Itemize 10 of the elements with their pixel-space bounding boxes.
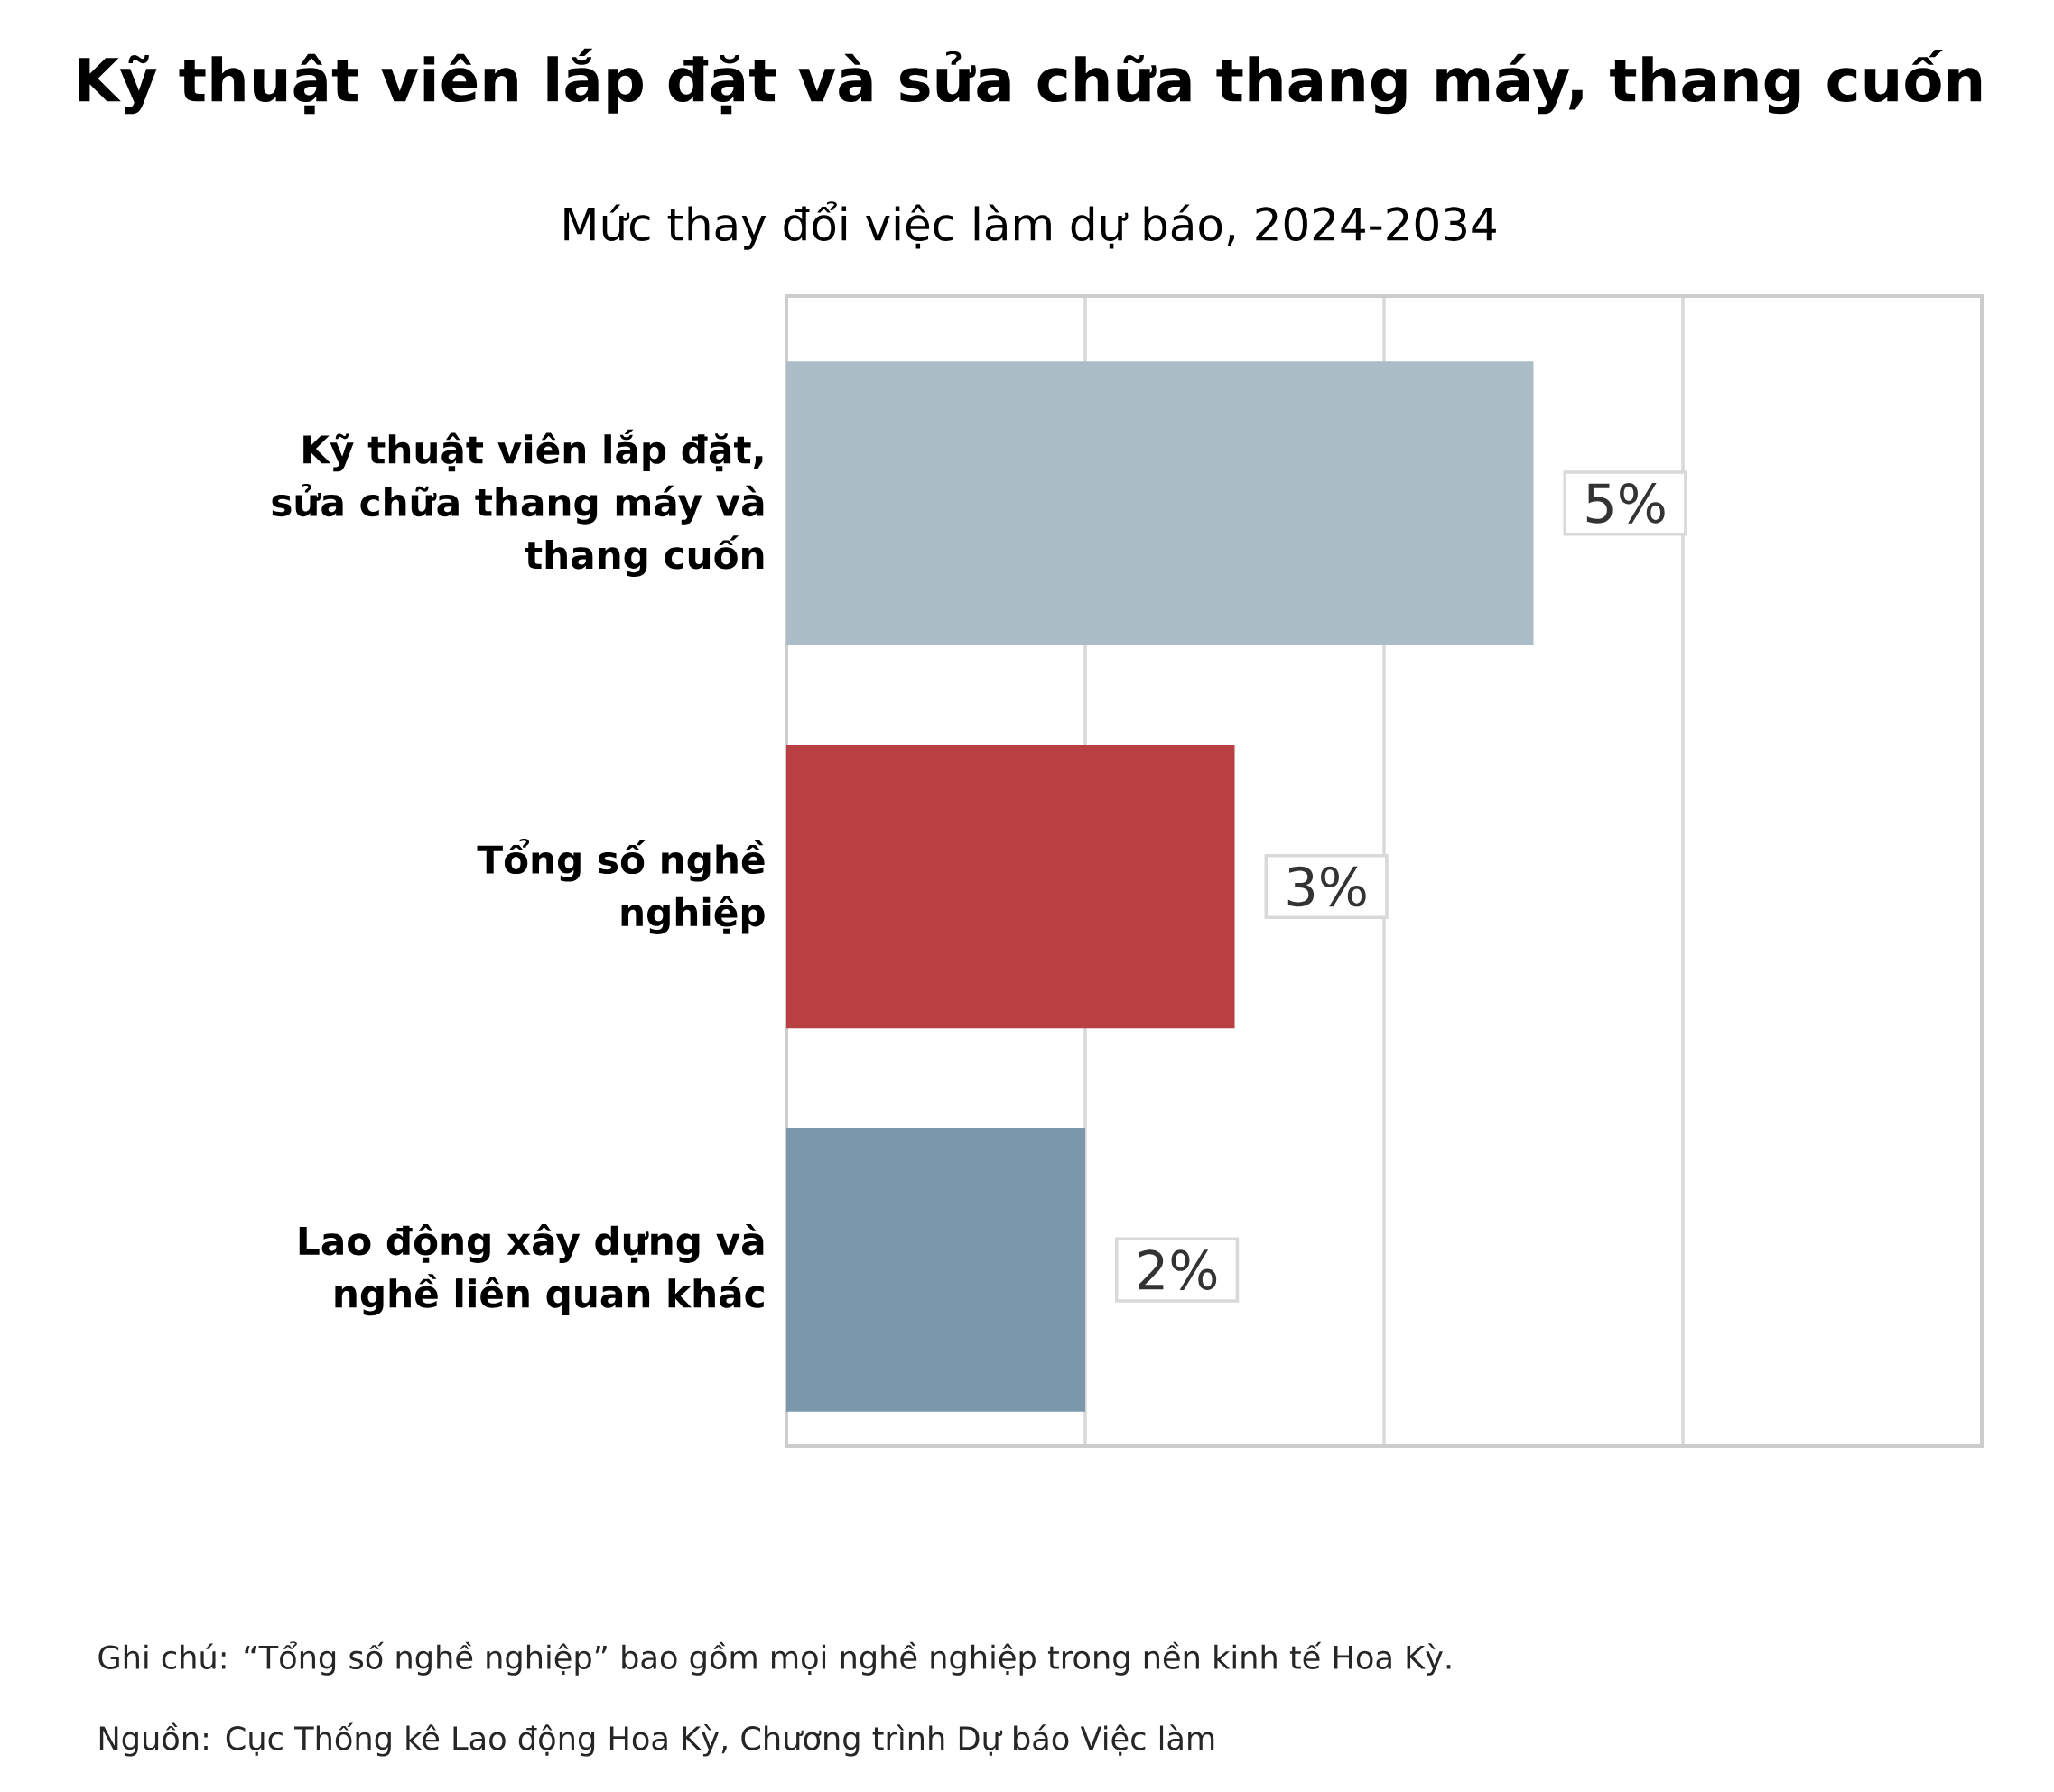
data-label: 2% xyxy=(1139,1249,1217,1290)
y-tick-label: Lao động xây dựng và nghề liên quan khác xyxy=(299,1224,764,1316)
y-tick-label: Kỹ thuật viên lắp đặt, sửa chữa thang máy và thang cuốn xyxy=(272,429,764,578)
chart-subtitle: Mức thay đổi việc làm dự báo, 2024-2034 xyxy=(564,201,1496,250)
text: Nguồn: Cục Thống kê Lao động Hoa Kỳ, Chương trình Dự báo Việc làm xyxy=(99,1722,1214,1757)
chart-title: Kỹ thuật viên lắp đặt và sửa chữa thang máy, thang cuốn xyxy=(79,48,1982,115)
data-label: 3% xyxy=(1287,866,1366,907)
y-tick-label: Tổng số nghề nghiệp xyxy=(477,839,765,934)
data-label: 5% xyxy=(1586,483,1665,524)
text: Ghi chú: “Tổng số nghề nghiệp” bao gồm mọi nghề nghiệp trong nền kinh tế Hoa Kỳ. xyxy=(98,1641,1451,1676)
